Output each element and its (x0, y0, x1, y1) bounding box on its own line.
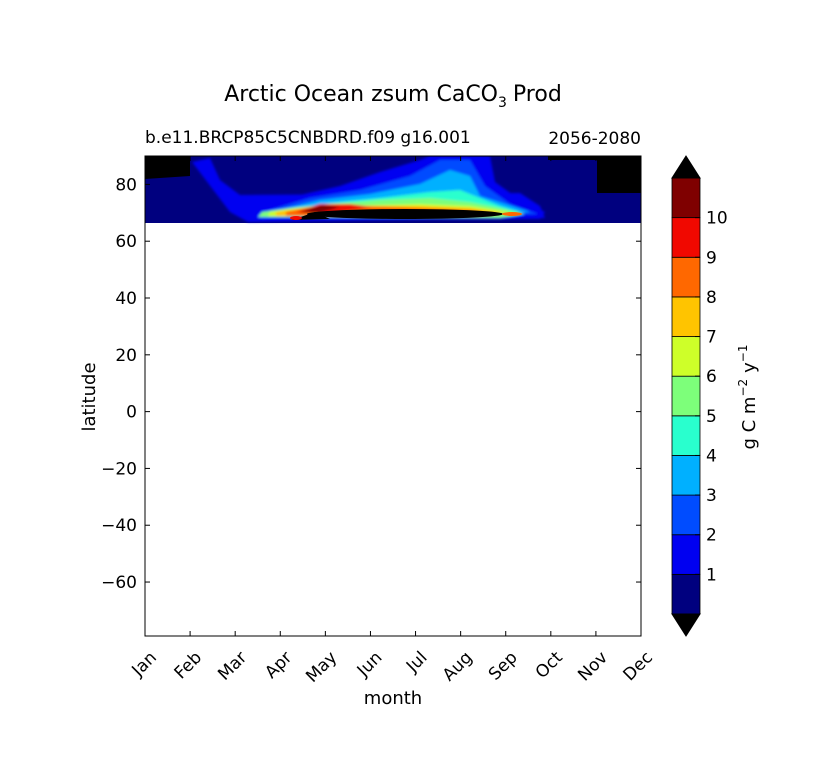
chart-title: Arctic Ocean zsum CaCO3 Prod (224, 82, 562, 111)
colorbar-label-exp2: −1 (736, 344, 750, 362)
x-tick-label: Aug (439, 648, 477, 686)
colorbar-segment (671, 375, 701, 417)
colorbar-tick-label: 10 (706, 209, 728, 229)
y-axis-label: latitude (79, 362, 100, 431)
colorbar-label-exp1: −2 (736, 379, 750, 397)
colorbar-extend-over (671, 155, 701, 179)
y-tick-label: −60 (101, 573, 137, 593)
colorbar-segment (671, 256, 701, 298)
y-axis: 80 60 40 20 0 −20 −40 −60 (101, 175, 641, 593)
colorbar-label: g C m−2 y−1 (736, 344, 760, 449)
colorbar-segment (671, 455, 701, 496)
colorbar-label-base: g C m (739, 397, 760, 450)
colorbar-tick-label: 3 (706, 486, 717, 506)
colorbar-tick-label: 6 (706, 367, 717, 387)
x-tick-label: Apr (261, 648, 296, 683)
colorbar-segment (671, 177, 701, 219)
colorbar-segment (671, 534, 701, 575)
x-tick-label: Dec (620, 648, 657, 685)
y-tick-label: 0 (126, 403, 137, 423)
y-tick-label: −20 (101, 459, 137, 479)
x-tick-label: Mar (214, 648, 251, 685)
colorbar-segment (671, 296, 701, 337)
chart-title-suffix: Prod (513, 82, 562, 107)
x-tick-label: Sep (485, 648, 522, 685)
x-tick-label: Jan (128, 648, 161, 681)
colorbar-tick-label: 1 (706, 565, 717, 585)
colorbar-segment (671, 217, 701, 258)
colorbar-extend-under (671, 613, 701, 637)
colorbar-tick-label: 7 (706, 328, 717, 348)
x-tick-label: Nov (574, 648, 612, 686)
y-tick-label: 20 (115, 346, 137, 366)
x-tick-label: Jul (402, 648, 431, 677)
y-tick-label: 80 (115, 175, 137, 195)
colorbar-tick-label: 9 (706, 248, 717, 268)
plot-area (145, 156, 641, 636)
subtitle-right: 2056-2080 (548, 129, 641, 149)
x-tick-label: Feb (171, 648, 206, 683)
colorbar-tick-label: 2 (706, 526, 717, 546)
colorbar: 1 2 3 4 5 6 7 8 9 10 (671, 155, 728, 637)
heatmap-field (145, 156, 641, 223)
y-tick-label: 40 (115, 289, 137, 309)
plot-frame (144, 155, 642, 637)
y-tick-label: 60 (115, 232, 137, 252)
colorbar-segment (671, 494, 701, 536)
x-axis-label: month (364, 688, 422, 709)
y-tick-label: −40 (101, 516, 137, 536)
colorbar-segment (671, 573, 701, 615)
colorbar-tick-label: 4 (706, 446, 717, 466)
x-tick-label: Oct (532, 648, 567, 683)
chart-title-subscript: 3 (498, 95, 507, 111)
colorbar-tick-label: 5 (706, 407, 717, 427)
colorbar-segment (671, 415, 701, 456)
x-tick-label: Jun (353, 648, 387, 682)
colorbar-segment (671, 336, 701, 377)
chart-title-main: Arctic Ocean zsum CaCO (224, 82, 498, 107)
colorbar-label-mid: y (739, 362, 760, 373)
x-tick-label: May (302, 648, 341, 687)
subtitle-left: b.e11.BRCP85C5CNBDRD.f09 g16.001 (145, 128, 471, 148)
colorbar-tick-label: 8 (706, 288, 717, 308)
